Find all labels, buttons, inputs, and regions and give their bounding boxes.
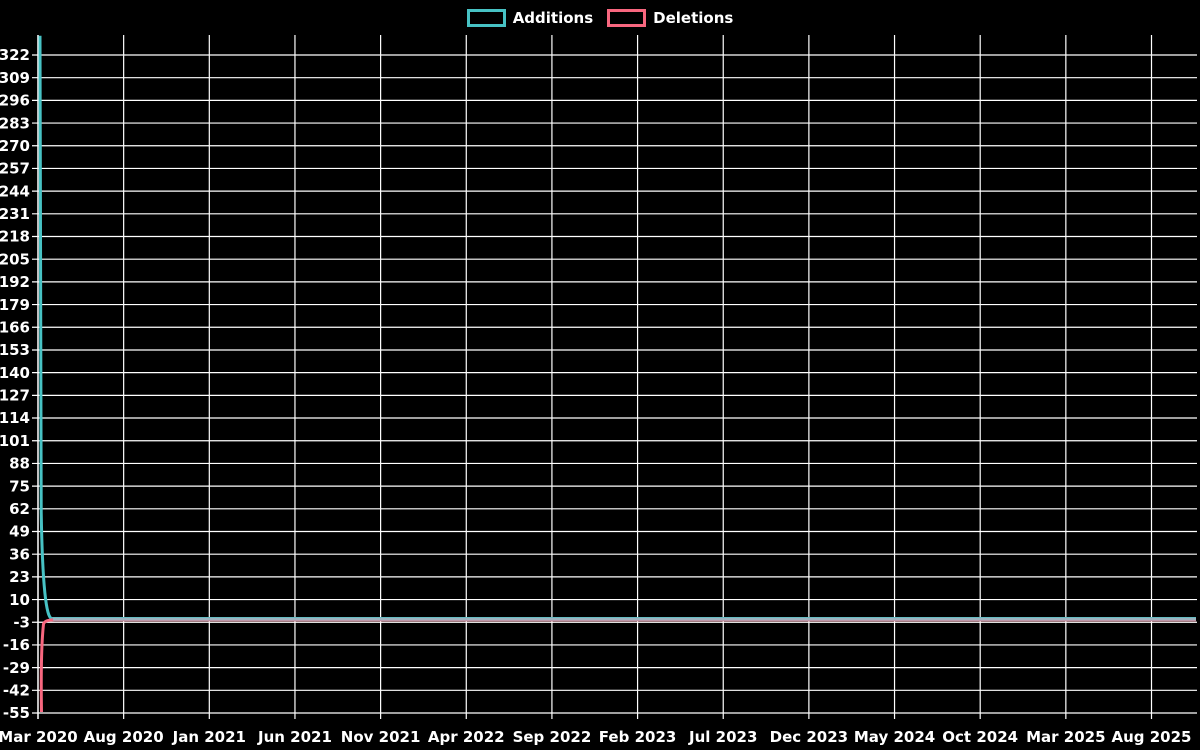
x-axis-label: Mar 2025	[1026, 728, 1105, 746]
x-axis-label: Dec 2023	[770, 728, 849, 746]
deletions-swatch-icon	[607, 9, 647, 27]
x-axis-label: Aug 2025	[1112, 728, 1192, 746]
y-axis-label: 153	[0, 341, 30, 359]
x-axis-label: Feb 2023	[599, 728, 677, 746]
y-axis-label: 192	[0, 273, 30, 291]
y-axis-label: 270	[0, 137, 30, 155]
y-axis-label: 257	[0, 160, 30, 178]
chart-legend: Additions Deletions	[0, 9, 1200, 27]
legend-item-additions[interactable]: Additions	[466, 9, 594, 27]
y-axis-label: 205	[0, 250, 30, 268]
y-axis-label: 296	[0, 92, 30, 110]
y-axis-label: 179	[0, 296, 30, 314]
y-axis-label: -29	[3, 659, 30, 677]
deletions-line	[39, 618, 1196, 713]
x-axis-label: Jan 2021	[172, 728, 246, 746]
legend-item-deletions[interactable]: Deletions	[607, 9, 733, 27]
legend-label-deletions: Deletions	[653, 9, 734, 27]
x-axis-label: Nov 2021	[341, 728, 421, 746]
y-axis-label: 127	[0, 387, 30, 405]
y-axis-label: 166	[0, 318, 30, 336]
x-axis-label: Jun 2021	[257, 728, 332, 746]
y-axis-label: 36	[9, 545, 30, 563]
x-axis-label: Sep 2022	[513, 728, 592, 746]
y-axis-label: 231	[0, 205, 30, 223]
y-axis-label: 283	[0, 114, 30, 132]
x-axis-label: Mar 2020	[0, 728, 78, 746]
y-axis-label: 309	[0, 69, 30, 87]
y-axis-label: -16	[3, 636, 30, 654]
y-axis-label: 218	[0, 228, 30, 246]
y-axis-label: 75	[9, 477, 30, 495]
y-axis-label: 322	[0, 46, 30, 64]
additions-swatch-icon	[466, 9, 506, 27]
y-axis-label: 88	[9, 455, 30, 473]
x-axis-label: Jul 2023	[688, 728, 757, 746]
x-axis-label: Aug 2020	[84, 728, 164, 746]
y-axis-label: 23	[9, 568, 30, 586]
y-axis-label: -3	[13, 613, 30, 631]
x-axis-label: Oct 2024	[942, 728, 1018, 746]
y-axis-label: 10	[9, 591, 30, 609]
additions-line	[38, 35, 1196, 621]
y-axis-label: 244	[0, 182, 30, 200]
legend-label-additions: Additions	[512, 9, 594, 27]
y-axis-label: 101	[0, 432, 30, 450]
x-axis-label: May 2024	[854, 728, 935, 746]
x-axis-label: Apr 2022	[428, 728, 505, 746]
y-axis-label: 62	[9, 500, 30, 518]
y-axis-label: 114	[0, 409, 30, 427]
y-axis-label: 49	[9, 523, 30, 541]
y-axis-label: 140	[0, 364, 30, 382]
y-axis-label: -55	[3, 704, 30, 722]
y-axis-label: -42	[3, 682, 30, 700]
